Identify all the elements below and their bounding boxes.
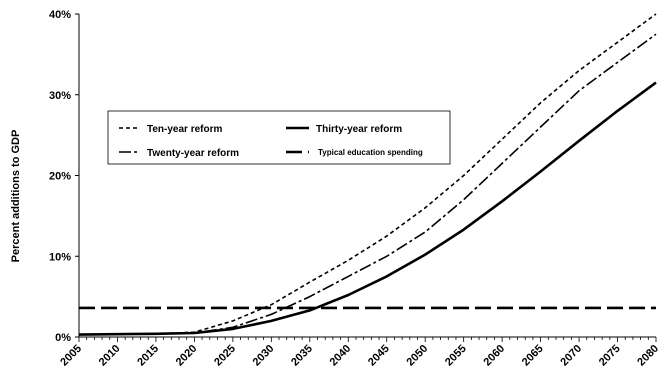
x-tick-label: 2045: [366, 343, 392, 369]
y-tick-label: 20%: [49, 171, 71, 183]
legend-label-thirty-year: Thirty-year reform: [316, 124, 402, 135]
legend-label-ten-year: Ten-year reform: [147, 124, 223, 135]
series-layer: [78, 13, 657, 336]
y-tick-label: 40%: [49, 9, 71, 21]
series-line-ten-year-reform: [78, 13, 657, 336]
x-tick-label: 2020: [174, 343, 200, 369]
x-tick-label: 2010: [97, 343, 123, 369]
x-tick-label: 2025: [212, 343, 238, 369]
y-tick-label: 30%: [49, 90, 71, 102]
x-tick-label: 2070: [558, 343, 584, 369]
y-tick-label: 0%: [55, 332, 71, 344]
x-tick-label: 2015: [135, 343, 161, 369]
x-tick-label: 2055: [443, 343, 469, 369]
y-axis-label: Percent additions to GDP: [10, 130, 22, 263]
x-tick-label: 2050: [405, 343, 431, 369]
x-tick-label: 2030: [251, 343, 277, 369]
series-line-twenty-year-reform: [78, 33, 657, 336]
y-tick-label: 10%: [49, 251, 71, 263]
x-tick-label: 2040: [328, 343, 354, 369]
legend-label-education: Typical education spending: [318, 148, 423, 157]
x-tick-label: 2035: [289, 343, 315, 369]
x-tick-label: 2060: [481, 343, 507, 369]
legend: Ten-year reform Twenty-year reform Thirt…: [107, 110, 451, 165]
series-line-thirty-year-reform: [78, 81, 657, 336]
x-tick-label: 2005: [58, 343, 84, 369]
axes-layer: 0% 10% 20% 30% 40% 2005 2010 2015 2020 2025 2030 20…: [49, 9, 661, 368]
legend-label-twenty-year: Twenty-year reform: [147, 148, 239, 159]
x-tick-label: 2075: [597, 343, 623, 369]
x-tick-label: 2065: [520, 343, 546, 369]
x-tick-label: 2080: [635, 343, 661, 369]
legend-box: [107, 110, 451, 165]
